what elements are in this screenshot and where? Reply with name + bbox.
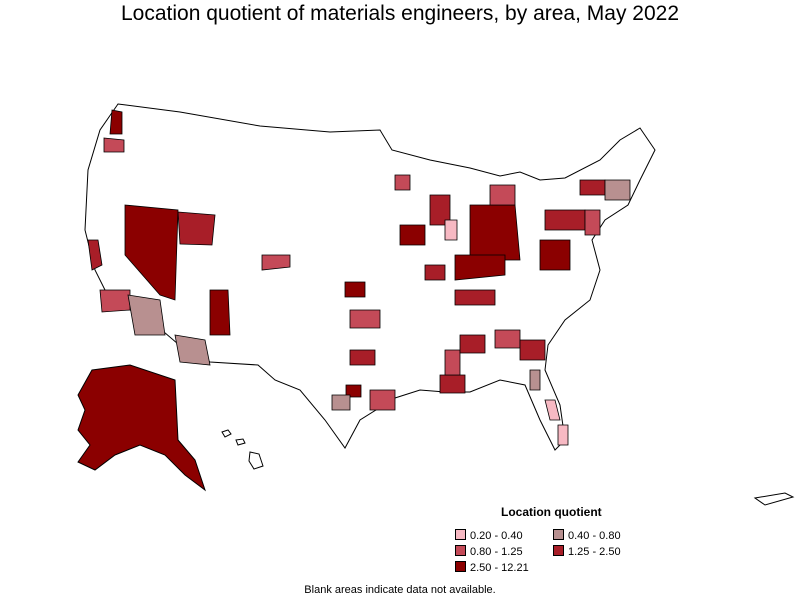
area-pennsylvania <box>544 209 586 231</box>
legend-item-2: 0.80 - 1.25 <box>455 545 523 558</box>
shaded-areas <box>87 109 631 446</box>
legend-swatch <box>455 529 466 540</box>
area-florida-north <box>529 369 541 391</box>
area-florida-east <box>544 399 561 421</box>
legend-label: 0.40 - 0.80 <box>568 530 621 542</box>
legend-swatch <box>455 561 466 572</box>
area-wisconsin <box>394 174 411 191</box>
area-tennessee <box>454 289 496 306</box>
hawaii <box>221 429 264 470</box>
area-louisiana <box>439 374 466 394</box>
area-florida-south <box>557 424 569 446</box>
legend-swatch <box>455 545 466 556</box>
footnote: Blank areas indicate data not available. <box>304 584 496 596</box>
area-new-england <box>604 179 631 201</box>
legend-item-0: 0.20 - 0.40 <box>455 529 523 542</box>
area-socal <box>99 289 131 313</box>
legend-item-4: 2.50 - 12.21 <box>455 561 529 574</box>
legend-swatch <box>553 545 564 556</box>
area-oklahoma <box>349 309 381 329</box>
area-virginia <box>539 239 571 271</box>
area-arizona <box>127 294 166 336</box>
area-ohio <box>469 204 521 261</box>
area-carolina <box>519 339 546 361</box>
legend-label: 1.25 - 2.50 <box>568 546 621 558</box>
legend-swatch <box>553 529 564 540</box>
area-missouri <box>424 264 446 281</box>
area-georgia <box>494 329 521 349</box>
legend-item-1: 0.40 - 0.80 <box>553 529 621 542</box>
legend-item-3: 1.25 - 2.50 <box>553 545 621 558</box>
area-iowa <box>399 224 426 246</box>
area-alabama <box>459 334 486 354</box>
area-michigan <box>489 184 516 206</box>
area-portland <box>103 137 125 153</box>
area-san-antonio <box>331 394 351 411</box>
area-austin <box>345 384 362 398</box>
legend-title: Location quotient <box>501 505 602 519</box>
area-indiana <box>444 219 458 241</box>
area-colorado <box>261 254 291 271</box>
area-houston <box>369 389 396 411</box>
legend-label: 0.20 - 0.40 <box>470 530 523 542</box>
map-title: Location quotient of materials engineers… <box>120 2 679 25</box>
legend-label: 0.80 - 1.25 <box>470 546 523 558</box>
area-tucson <box>174 334 211 366</box>
area-new-mexico <box>209 289 231 336</box>
area-new-york <box>579 179 606 196</box>
area-seattle <box>109 109 123 135</box>
legend-label: 2.50 - 12.21 <box>470 562 529 574</box>
area-bay <box>87 239 103 271</box>
area-mississippi <box>444 349 461 376</box>
alaska <box>77 364 206 492</box>
area-kansas <box>344 281 366 298</box>
area-nevada <box>124 204 179 301</box>
area-kentucky <box>454 254 506 281</box>
area-utah-east <box>177 211 216 246</box>
puerto-rico <box>753 492 795 506</box>
area-new-jersey <box>584 209 601 236</box>
area-dallas <box>349 349 376 366</box>
